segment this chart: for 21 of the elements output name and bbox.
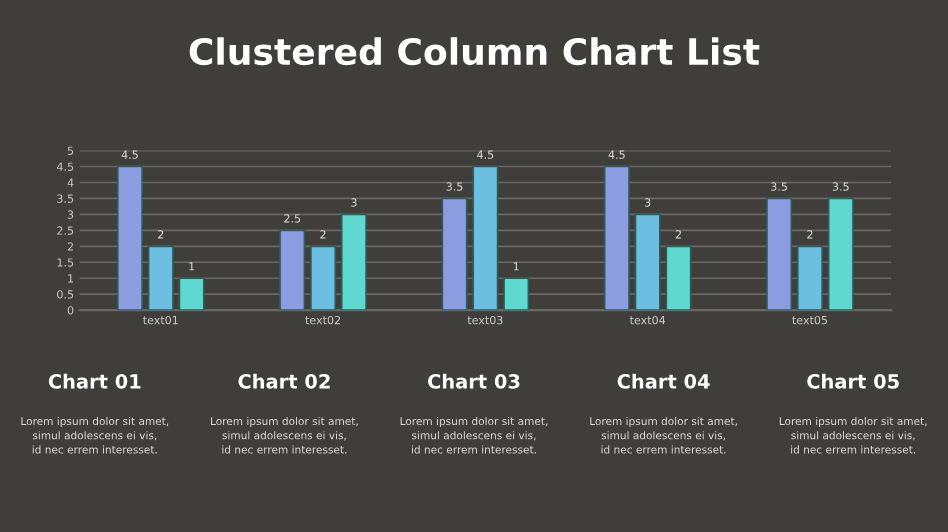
bar <box>310 245 337 311</box>
caption: Chart 01 <box>48 373 141 389</box>
bar <box>827 197 854 311</box>
bar <box>603 165 630 311</box>
bar <box>441 197 468 311</box>
chart-title: Clustered Column Chart List <box>189 37 760 66</box>
caption: Chart 05 <box>807 373 899 389</box>
bar <box>472 165 499 311</box>
bar <box>340 213 367 311</box>
bar <box>178 277 205 311</box>
bar <box>116 165 143 311</box>
caption: Chart 03 <box>428 373 520 389</box>
bar <box>796 245 823 311</box>
bar <box>503 277 530 311</box>
bar <box>665 245 692 311</box>
bar <box>279 229 306 311</box>
bar <box>147 245 174 311</box>
bar <box>766 197 793 311</box>
bar <box>634 213 661 311</box>
caption: Chart 04 <box>617 373 710 389</box>
caption: Chart 02 <box>238 373 330 389</box>
